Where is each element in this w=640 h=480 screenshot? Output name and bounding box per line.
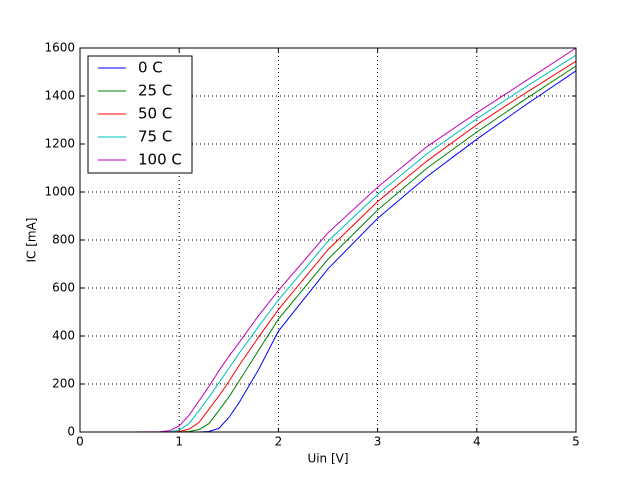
y-axis-label: IC [mA] [25,218,39,263]
y-tick-label: 1400 [44,89,75,103]
y-tick-label: 1200 [44,137,75,151]
legend-label: 0 C [138,59,163,77]
y-tick-label: 600 [52,281,75,295]
y-tick-label: 1600 [44,41,75,55]
y-tick-label: 200 [52,377,75,391]
legend-label: 25 C [138,82,172,100]
series-line [80,47,577,433]
x-tick-label: 3 [374,435,382,449]
x-axis-label: Uin [V] [307,452,348,466]
plot-frame [79,47,577,433]
x-tick-label: 5 [572,435,580,449]
y-tick-label: 1000 [44,185,75,199]
legend-label: 50 C [138,105,172,123]
y-tick-label: 0 [67,425,75,439]
y-tick-label: 800 [52,233,75,247]
legend-label: 75 C [138,128,172,146]
x-tick-label: 0 [76,435,84,449]
y-tick-label: 400 [52,329,75,343]
legend-label: 100 C [138,151,182,169]
x-tick-label: 1 [175,435,183,449]
x-tick-label: 4 [473,435,481,449]
x-tick-label: 2 [275,435,283,449]
